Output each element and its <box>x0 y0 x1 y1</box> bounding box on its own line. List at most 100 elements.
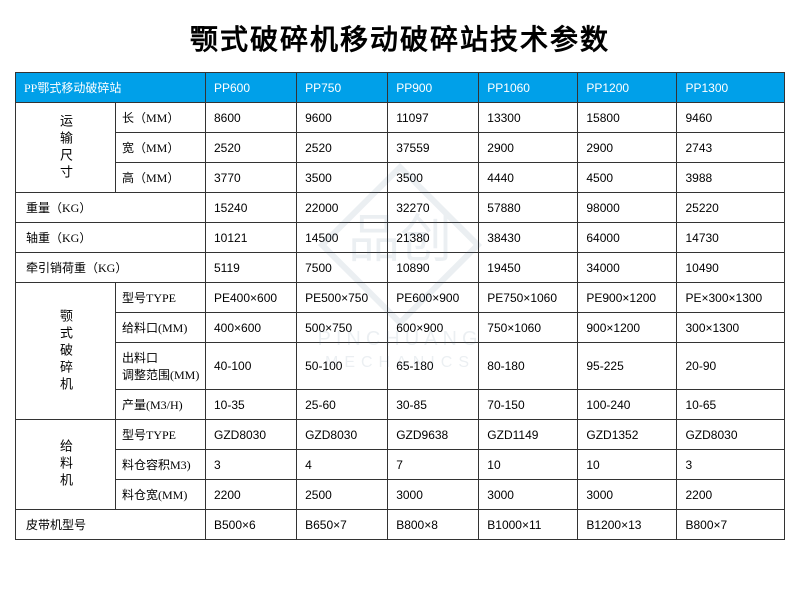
row-label: 料仓宽(MM) <box>116 480 206 510</box>
table-cell: GZD1149 <box>479 420 578 450</box>
table-row: 出料口调整范围(MM)40-10050-10065-18080-18095-22… <box>16 343 785 390</box>
col-header: PP900 <box>388 73 479 103</box>
table-cell: 900×1200 <box>578 313 677 343</box>
row-label: 重量（KG） <box>16 193 206 223</box>
table-row: 牵引销荷重（KG）5119750010890194503400010490 <box>16 253 785 283</box>
table-cell: 100-240 <box>578 390 677 420</box>
page-title: 颚式破碎机移动破碎站技术参数 <box>10 18 790 58</box>
table-row: 料仓宽(MM)220025003000300030002200 <box>16 480 785 510</box>
table-cell: 7500 <box>297 253 388 283</box>
table-cell: B1000×11 <box>479 510 578 540</box>
table-cell: 14730 <box>677 223 785 253</box>
table-cell: 4500 <box>578 163 677 193</box>
table-cell: 5119 <box>206 253 297 283</box>
table-cell: PE600×900 <box>388 283 479 313</box>
table-cell: 40-100 <box>206 343 297 390</box>
col-header: PP750 <box>297 73 388 103</box>
table-cell: 2520 <box>297 133 388 163</box>
table-cell: 3500 <box>388 163 479 193</box>
table-cell: 34000 <box>578 253 677 283</box>
table-cell: 3500 <box>297 163 388 193</box>
table-cell: B500×6 <box>206 510 297 540</box>
table-row: 重量（KG）152402200032270578809800025220 <box>16 193 785 223</box>
table-cell: PE500×750 <box>297 283 388 313</box>
row-label: 料仓容积M3) <box>116 450 206 480</box>
table-cell: 25-60 <box>297 390 388 420</box>
header-row: PP鄂式移动破碎站 PP600 PP750 PP900 PP1060 PP120… <box>16 73 785 103</box>
group-label-transport: 运输尺寸 <box>16 103 116 193</box>
table-cell: 64000 <box>578 223 677 253</box>
table-cell: 2520 <box>206 133 297 163</box>
table-row: 运输尺寸长（MM）860096001109713300158009460 <box>16 103 785 133</box>
table-cell: 2500 <box>297 480 388 510</box>
table-row: 给料机型号TYPEGZD8030GZD8030GZD9638GZD1149GZD… <box>16 420 785 450</box>
table-cell: GZD8030 <box>677 420 785 450</box>
table-cell: 2200 <box>677 480 785 510</box>
row-label: 型号TYPE <box>116 420 206 450</box>
table-cell: 15800 <box>578 103 677 133</box>
table-row: 料仓容积M3)34710103 <box>16 450 785 480</box>
table-cell: 9600 <box>297 103 388 133</box>
table-cell: 98000 <box>578 193 677 223</box>
table-cell: 50-100 <box>297 343 388 390</box>
table-cell: 11097 <box>388 103 479 133</box>
table-row: 产量(M3/H)10-3525-6030-8570-150100-24010-6… <box>16 390 785 420</box>
table-cell: 10 <box>578 450 677 480</box>
col-header: PP1300 <box>677 73 785 103</box>
header-corner: PP鄂式移动破碎站 <box>16 73 206 103</box>
row-label: 长（MM） <box>116 103 206 133</box>
table-cell: 3988 <box>677 163 785 193</box>
row-label: 给料口(MM) <box>116 313 206 343</box>
table-cell: PE400×600 <box>206 283 297 313</box>
table-cell: 13300 <box>479 103 578 133</box>
table-row: 轴重（KG）101211450021380384306400014730 <box>16 223 785 253</box>
table-cell: 10-35 <box>206 390 297 420</box>
table-cell: 400×600 <box>206 313 297 343</box>
row-label: 出料口调整范围(MM) <box>116 343 206 390</box>
table-cell: 20-90 <box>677 343 785 390</box>
table-cell: 19450 <box>479 253 578 283</box>
table-cell: 80-180 <box>479 343 578 390</box>
table-cell: 10490 <box>677 253 785 283</box>
table-cell: 3000 <box>479 480 578 510</box>
table-cell: 3770 <box>206 163 297 193</box>
row-label: 宽（MM） <box>116 133 206 163</box>
table-cell: PE750×1060 <box>479 283 578 313</box>
col-header: PP1060 <box>479 73 578 103</box>
table-cell: B1200×13 <box>578 510 677 540</box>
table-cell: B800×7 <box>677 510 785 540</box>
table-cell: 65-180 <box>388 343 479 390</box>
table-row: 给料口(MM)400×600500×750600×900750×1060900×… <box>16 313 785 343</box>
col-header: PP600 <box>206 73 297 103</box>
table-row: 颚式破碎机型号TYPEPE400×600PE500×750PE600×900PE… <box>16 283 785 313</box>
table-cell: 10-65 <box>677 390 785 420</box>
row-label: 高（MM） <box>116 163 206 193</box>
table-cell: 3000 <box>578 480 677 510</box>
row-label: 牵引销荷重（KG） <box>16 253 206 283</box>
table-cell: 21380 <box>388 223 479 253</box>
table-cell: B800×8 <box>388 510 479 540</box>
table-cell: PE×300×1300 <box>677 283 785 313</box>
row-label: 轴重（KG） <box>16 223 206 253</box>
table-cell: 37559 <box>388 133 479 163</box>
table-cell: 22000 <box>297 193 388 223</box>
table-cell: 750×1060 <box>479 313 578 343</box>
table-cell: 500×750 <box>297 313 388 343</box>
table-cell: 2200 <box>206 480 297 510</box>
table-cell: 57880 <box>479 193 578 223</box>
table-cell: 38430 <box>479 223 578 253</box>
table-cell: 15240 <box>206 193 297 223</box>
table-cell: 2743 <box>677 133 785 163</box>
col-header: PP1200 <box>578 73 677 103</box>
group-label: 给料机 <box>16 420 116 510</box>
table-cell: GZD8030 <box>297 420 388 450</box>
table-cell: 7 <box>388 450 479 480</box>
table-cell: 600×900 <box>388 313 479 343</box>
table-cell: GZD9638 <box>388 420 479 450</box>
table-cell: 95-225 <box>578 343 677 390</box>
table-row: 高（MM）377035003500444045003988 <box>16 163 785 193</box>
table-cell: 10890 <box>388 253 479 283</box>
table-cell: 70-150 <box>479 390 578 420</box>
row-label: 产量(M3/H) <box>116 390 206 420</box>
table-cell: 3 <box>677 450 785 480</box>
